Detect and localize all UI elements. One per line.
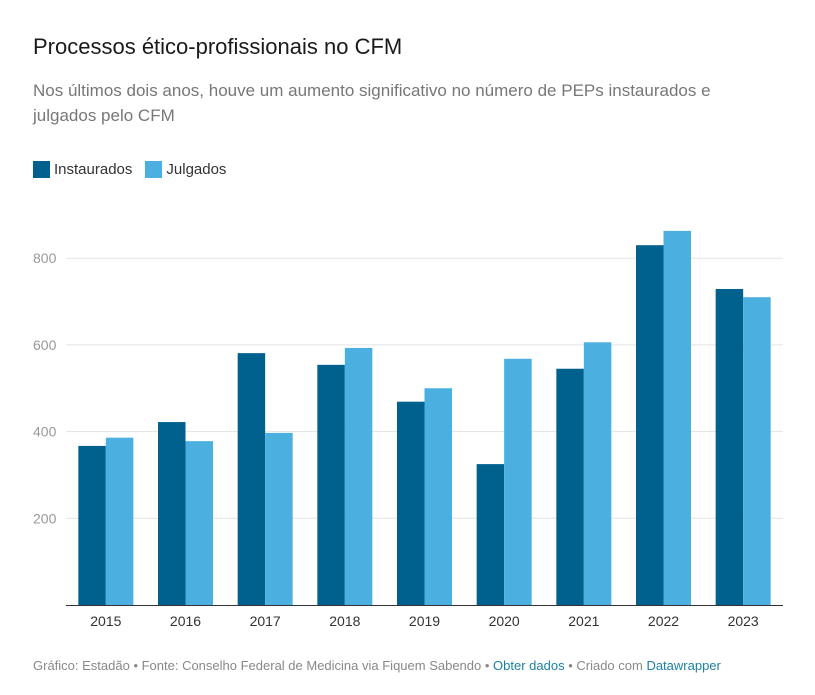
bars	[78, 230, 771, 605]
axes: 200 400 600 800 2015 2016 2017 2018 2019 2020 2021…	[33, 250, 783, 629]
bar-instaurados-2017	[237, 353, 266, 605]
legend-label-julgados: Julgados	[166, 161, 227, 178]
x-tick-label: 2020	[489, 613, 520, 629]
get-data-link[interactable]: Obter dados	[493, 658, 565, 673]
footer: Gráfico: Estadão • Fonte: Conselho Feder…	[33, 658, 721, 673]
legend: Instaurados Julgados	[33, 161, 239, 178]
bar-julgados-2023	[743, 297, 771, 605]
footer-credits: Gráfico: Estadão • Fonte: Conselho Feder…	[33, 658, 494, 673]
bar-julgados-2017	[265, 432, 293, 605]
legend-swatch-julgados	[145, 161, 163, 178]
chart-title: Processos ético-profissionais no CFM	[33, 34, 403, 59]
legend-swatch-instaurados	[33, 161, 50, 178]
bar-instaurados-2015	[78, 445, 106, 605]
x-tick-label: 2022	[648, 613, 679, 629]
footer-created-with: • Criado com	[564, 658, 647, 673]
x-tick-label: 2015	[90, 613, 121, 629]
y-tick-label: 200	[33, 510, 57, 526]
y-tick-label: 800	[33, 250, 57, 266]
bar-julgados-2021	[583, 342, 612, 605]
x-tick-label: 2021	[568, 613, 599, 629]
bar-instaurados-2016	[158, 422, 186, 605]
bar-julgados-2016	[185, 441, 213, 605]
legend-item-instaurados: Instaurados	[33, 161, 132, 178]
y-tick-label: 400	[33, 424, 57, 440]
x-tick-label: 2016	[170, 613, 201, 629]
legend-item-julgados: Julgados	[145, 161, 226, 178]
bar-instaurados-2020	[476, 464, 505, 605]
bar-instaurados-2021	[556, 368, 584, 605]
bar-instaurados-2019	[397, 401, 425, 605]
bar-julgados-2018	[344, 347, 373, 605]
bar-instaurados-2022	[636, 245, 664, 605]
x-tick-label: 2023	[728, 613, 759, 629]
bar-julgados-2019	[424, 388, 452, 605]
bar-julgados-2015	[105, 437, 134, 605]
bar-julgados-2022	[663, 230, 691, 605]
bar-instaurados-2023	[715, 288, 744, 605]
x-tick-label: 2019	[409, 613, 440, 629]
bar-julgados-2020	[504, 358, 532, 605]
y-tick-label: 600	[33, 337, 57, 353]
bar-chart: 200 400 600 800 2015 2016 2017 2018 2019 2020 2021…	[33, 230, 783, 629]
x-tick-label: 2017	[250, 613, 281, 629]
datawrapper-link[interactable]: Datawrapper	[646, 658, 721, 673]
legend-label-instaurados: Instaurados	[54, 161, 133, 178]
bar-instaurados-2018	[317, 364, 345, 605]
x-tick-label: 2018	[329, 613, 360, 629]
chart-subtitle: Nos últimos dois anos, houve um aumento …	[33, 81, 711, 125]
